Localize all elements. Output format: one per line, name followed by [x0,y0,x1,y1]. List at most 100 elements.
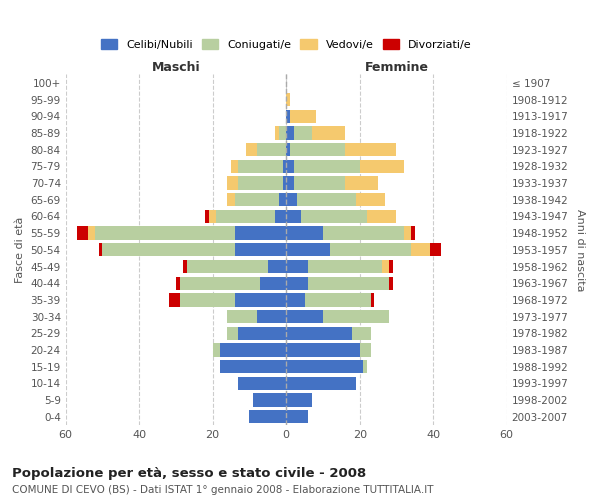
Bar [179,276,260,290]
Bar [352,326,371,340]
Bar [275,126,279,140]
Bar [286,110,290,123]
Bar [227,310,257,324]
Bar [235,293,286,306]
Bar [275,210,286,223]
Bar [217,210,275,223]
Bar [88,226,95,240]
Bar [283,160,286,173]
Legend: Celibi/Nubili, Coniugati/e, Vedovi/e, Divorziati/e: Celibi/Nubili, Coniugati/e, Vedovi/e, Di… [96,34,476,54]
Bar [220,344,286,356]
Bar [389,276,393,290]
Bar [286,310,323,324]
Bar [389,260,393,273]
Bar [227,193,235,206]
Text: Popolazione per età, sesso e stato civile - 2008: Popolazione per età, sesso e stato civil… [12,468,366,480]
Bar [301,210,367,223]
Bar [356,193,385,206]
Bar [250,410,286,424]
Bar [238,326,286,340]
Bar [235,226,286,240]
Bar [293,126,312,140]
Bar [169,293,179,306]
Bar [253,394,286,407]
Bar [227,326,238,340]
Bar [323,310,389,324]
Bar [286,394,312,407]
Bar [382,260,389,273]
Bar [286,260,308,273]
Bar [209,210,217,223]
Bar [286,210,301,223]
Bar [183,260,187,273]
Bar [308,276,389,290]
Y-axis label: Fasce di età: Fasce di età [15,216,25,283]
Bar [238,376,286,390]
Bar [235,193,279,206]
Bar [176,276,179,290]
Bar [279,126,286,140]
Bar [257,143,286,156]
Bar [360,160,404,173]
Bar [286,93,290,106]
Bar [268,260,286,273]
Bar [235,243,286,256]
Bar [286,243,331,256]
Bar [283,176,286,190]
Bar [286,410,308,424]
Bar [312,126,345,140]
Text: COMUNE DI CEVO (BS) - Dati ISTAT 1° gennaio 2008 - Elaborazione TUTTITALIA.IT: COMUNE DI CEVO (BS) - Dati ISTAT 1° genn… [12,485,433,495]
Bar [364,360,367,374]
Bar [238,176,283,190]
Bar [404,226,411,240]
Bar [286,276,308,290]
Bar [286,143,290,156]
Bar [360,344,371,356]
Bar [187,260,268,273]
Bar [411,226,415,240]
Bar [323,226,404,240]
Bar [290,110,316,123]
Bar [99,243,103,256]
Bar [257,310,286,324]
Bar [411,243,430,256]
Bar [286,326,352,340]
Bar [77,226,88,240]
Bar [286,376,356,390]
Bar [279,193,286,206]
Bar [95,226,235,240]
Bar [103,243,235,256]
Bar [345,143,397,156]
Bar [308,260,382,273]
Bar [286,344,360,356]
Bar [331,243,411,256]
Bar [371,293,374,306]
Bar [286,176,293,190]
Text: Femmine: Femmine [364,62,428,74]
Bar [227,176,238,190]
Bar [367,210,397,223]
Bar [286,160,293,173]
Bar [430,243,440,256]
Bar [212,344,220,356]
Text: Maschi: Maschi [152,62,200,74]
Bar [220,360,286,374]
Bar [205,210,209,223]
Bar [293,176,345,190]
Bar [297,193,356,206]
Bar [345,176,378,190]
Bar [246,143,257,156]
Bar [231,160,238,173]
Bar [286,126,293,140]
Y-axis label: Anni di nascita: Anni di nascita [575,208,585,291]
Bar [286,226,323,240]
Bar [286,293,305,306]
Bar [179,293,235,306]
Bar [293,160,360,173]
Bar [305,293,371,306]
Bar [290,143,345,156]
Bar [238,160,283,173]
Bar [286,193,297,206]
Bar [260,276,286,290]
Bar [286,360,364,374]
